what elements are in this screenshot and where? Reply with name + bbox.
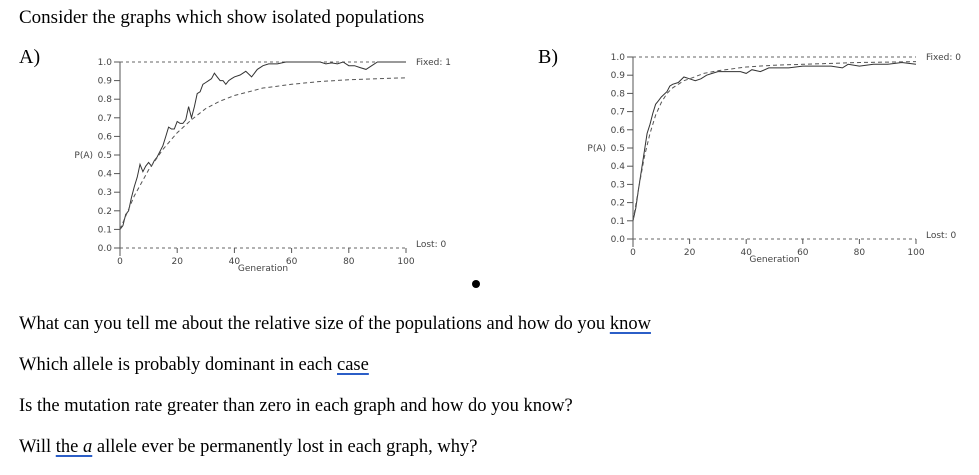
x-tick-label: 20 <box>171 257 183 267</box>
document-title: Consider the graphs which show isolated … <box>19 7 425 28</box>
y-tick-label: 0.1 <box>611 217 625 227</box>
y-tick-label: 0.8 <box>98 95 113 105</box>
y-tick-label: 0.3 <box>98 188 112 198</box>
y-tick-label: 1.0 <box>98 58 113 68</box>
y-tick-label: 0.3 <box>611 180 625 190</box>
y-tick-label: 1.0 <box>611 53 626 63</box>
series-simulated <box>119 61 406 230</box>
x-tick-label: 100 <box>397 257 414 267</box>
panel-a-label: A) <box>19 46 41 68</box>
x-tick-label: 80 <box>343 257 355 267</box>
y-tick-label: 0.6 <box>98 132 113 142</box>
series-expected <box>119 77 407 230</box>
y-tick-label: 0.0 <box>98 244 113 254</box>
y-axis-label: P(A) <box>74 151 93 161</box>
question-4: Will the a allele ever be permanently lo… <box>19 437 478 457</box>
x-axis-label: Generation <box>749 255 799 265</box>
chart-a: 0.0 0.1 0.2 0.3 0.4 0.5 0.6 0.7 0.8 0.9 1.0 0 20 40 60… <box>74 58 451 274</box>
y-tick-label: 0.7 <box>98 114 112 124</box>
chart-A: 0.0 0.1 0.2 0.3 0.4 0.5 0.6 0.7 0.8 0.9 1.0 0 20 40 60… <box>74 58 451 274</box>
x-tick-label: 100 <box>907 248 924 258</box>
panel-b-label: B) <box>538 46 558 68</box>
y-tick-label: 0.8 <box>611 89 626 99</box>
lost-annotation: Lost: 0 <box>416 240 446 250</box>
x-tick-label: 60 <box>797 248 809 258</box>
bullet-point <box>472 280 480 288</box>
fixed-annotation: Fixed: 0 <box>926 53 961 63</box>
series-simulated <box>632 61 917 221</box>
y-tick-label: 0.9 <box>98 77 113 87</box>
x-tick-label: 0 <box>117 257 123 267</box>
chart-b: 0.0 0.1 0.2 0.3 0.4 0.5 0.6 0.7 0.8 0.9 1.0 0 20 40 60… <box>587 53 961 265</box>
spellcheck-underline: case <box>337 355 369 375</box>
y-tick-label: 0.0 <box>611 235 626 245</box>
y-tick-label: 0.2 <box>611 199 625 209</box>
x-tick-label: 40 <box>229 257 241 267</box>
series-expected <box>632 61 917 221</box>
y-tick-label: 0.2 <box>98 207 112 217</box>
spellcheck-underline: know <box>609 314 651 334</box>
x-axis-label: Generation <box>238 264 288 274</box>
x-tick-label: 80 <box>854 248 866 258</box>
y-tick-label: 0.9 <box>611 71 626 81</box>
y-tick-label: 0.1 <box>98 225 112 235</box>
spellcheck-underline: the a <box>55 437 93 457</box>
question-2: Which allele is probably dominant in eac… <box>19 355 369 375</box>
y-axis-label: P(A) <box>587 144 606 154</box>
question-1: What can you tell me about the relative … <box>19 314 651 334</box>
y-tick-label: 0.5 <box>611 144 625 154</box>
y-tick-label: 0.4 <box>98 170 113 180</box>
y-tick-label: 0.7 <box>611 108 625 118</box>
y-tick-label: 0.6 <box>611 126 626 136</box>
question-3: Is the mutation rate greater than zero i… <box>19 396 573 416</box>
y-tick-label: 0.5 <box>98 151 112 161</box>
fixed-annotation: Fixed: 1 <box>416 58 451 68</box>
chart-B: 0.0 0.1 0.2 0.3 0.4 0.5 0.6 0.7 0.8 0.9 1.0 0 20 40 60… <box>587 53 961 265</box>
y-tick-label: 0.4 <box>611 162 626 172</box>
lost-annotation: Lost: 0 <box>926 231 956 241</box>
x-tick-label: 20 <box>684 248 696 258</box>
x-tick-label: 40 <box>740 248 752 258</box>
x-tick-label: 60 <box>286 257 298 267</box>
x-tick-label: 0 <box>630 248 636 258</box>
